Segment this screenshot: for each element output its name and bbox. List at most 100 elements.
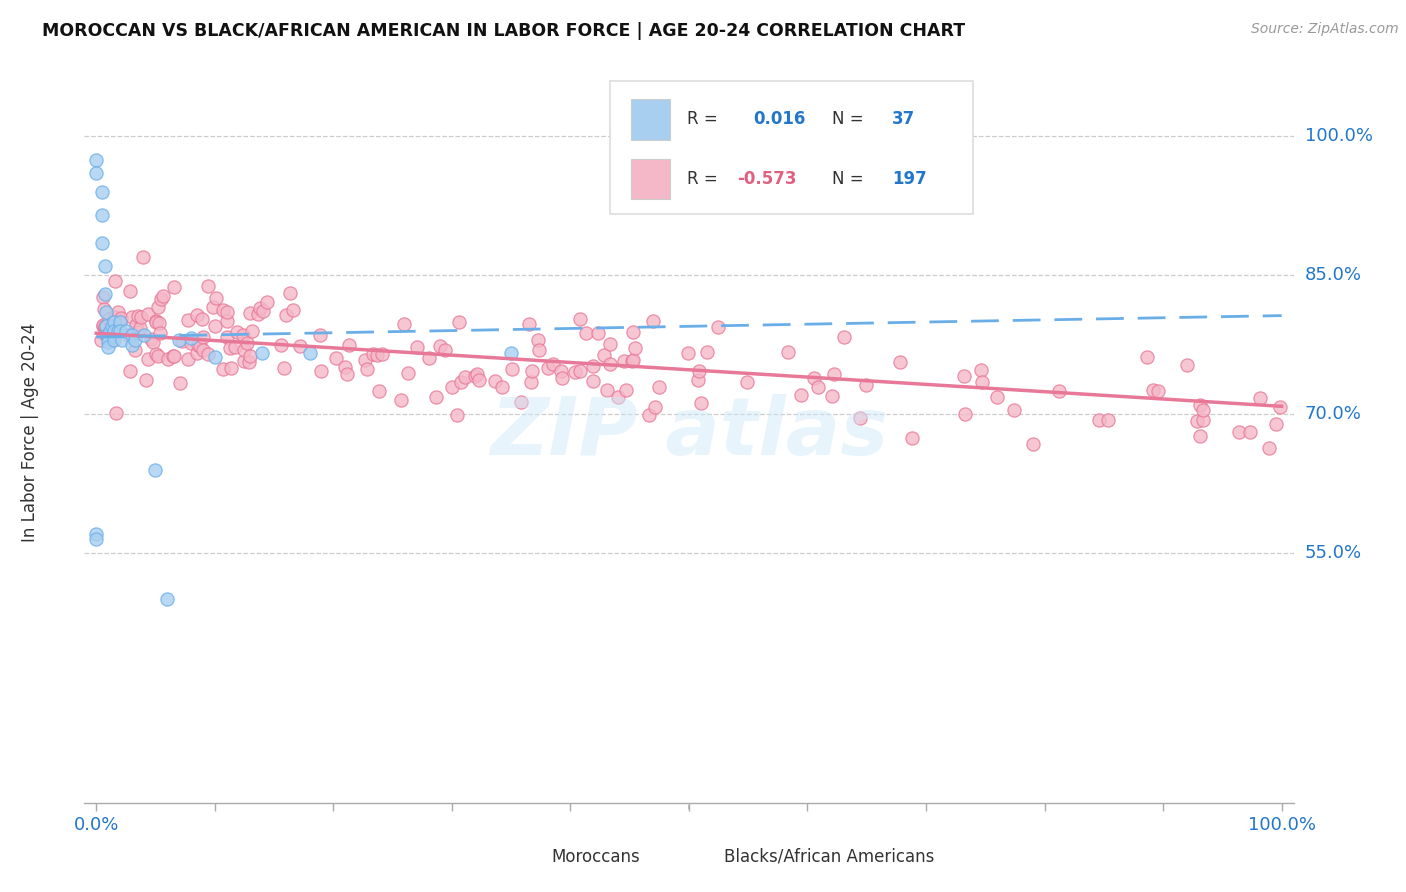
Point bbox=[97, 334, 120, 349]
Point bbox=[1268, 400, 1291, 414]
Point bbox=[1265, 417, 1288, 431]
Point bbox=[256, 294, 278, 309]
Point bbox=[582, 375, 605, 389]
Point bbox=[520, 375, 543, 389]
Point bbox=[337, 337, 360, 351]
Point bbox=[689, 396, 711, 410]
Point bbox=[406, 340, 429, 354]
Text: 197: 197 bbox=[891, 169, 927, 187]
Point bbox=[849, 410, 872, 425]
Point bbox=[484, 374, 506, 388]
Point bbox=[429, 338, 451, 352]
Point bbox=[1088, 412, 1111, 426]
Point bbox=[219, 341, 242, 355]
Point bbox=[391, 392, 413, 407]
Point bbox=[688, 363, 710, 377]
Point bbox=[467, 373, 489, 387]
Point bbox=[215, 314, 238, 328]
Point bbox=[157, 351, 180, 366]
Point bbox=[273, 361, 295, 376]
Point bbox=[162, 349, 184, 363]
Point bbox=[91, 319, 114, 334]
Point bbox=[191, 312, 214, 326]
Point bbox=[97, 312, 120, 326]
Point bbox=[124, 333, 146, 347]
Point bbox=[104, 310, 127, 324]
Point bbox=[624, 341, 647, 355]
Point bbox=[139, 332, 162, 346]
Point bbox=[396, 366, 419, 380]
FancyBboxPatch shape bbox=[685, 836, 716, 866]
Text: -0.573: -0.573 bbox=[737, 169, 797, 187]
Point bbox=[84, 527, 107, 541]
Point bbox=[202, 301, 225, 315]
Point bbox=[163, 280, 186, 294]
Point bbox=[176, 313, 198, 327]
Point bbox=[107, 324, 129, 338]
Point bbox=[281, 303, 304, 318]
Point bbox=[855, 378, 877, 392]
Point bbox=[1047, 384, 1070, 399]
Point bbox=[115, 324, 138, 338]
Point bbox=[177, 352, 200, 367]
Point bbox=[1239, 425, 1261, 439]
Point bbox=[188, 339, 211, 353]
Point bbox=[240, 324, 263, 338]
Point bbox=[100, 334, 122, 348]
Point bbox=[441, 380, 464, 394]
Point bbox=[93, 286, 115, 301]
Point bbox=[145, 314, 167, 328]
Point bbox=[110, 311, 132, 326]
Point bbox=[901, 431, 924, 445]
Point bbox=[91, 235, 114, 250]
Text: R =: R = bbox=[686, 111, 723, 128]
Point bbox=[593, 348, 616, 362]
Point bbox=[491, 379, 513, 393]
Point bbox=[392, 318, 415, 332]
Text: In Labor Force | Age 20-24: In Labor Force | Age 20-24 bbox=[21, 323, 39, 542]
Point bbox=[1022, 437, 1045, 451]
Point bbox=[621, 353, 644, 368]
Point bbox=[91, 290, 114, 304]
Text: ZIP atlas: ZIP atlas bbox=[489, 393, 889, 472]
Point bbox=[1227, 425, 1250, 440]
Text: 70.0%: 70.0% bbox=[1305, 405, 1361, 423]
Point bbox=[599, 337, 621, 351]
Point bbox=[454, 370, 477, 384]
Point bbox=[834, 330, 856, 344]
Point bbox=[1002, 402, 1025, 417]
Point bbox=[278, 285, 301, 300]
Point bbox=[149, 326, 172, 340]
Point bbox=[335, 360, 357, 375]
Point bbox=[121, 310, 143, 324]
Point bbox=[211, 303, 233, 318]
Point bbox=[820, 389, 842, 403]
Point bbox=[596, 383, 619, 397]
Point bbox=[569, 312, 592, 326]
Point bbox=[122, 326, 145, 340]
Text: N =: N = bbox=[831, 111, 869, 128]
Text: Moroccans: Moroccans bbox=[551, 848, 641, 866]
Point bbox=[696, 345, 718, 359]
Point bbox=[125, 318, 148, 333]
FancyBboxPatch shape bbox=[647, 836, 676, 866]
Text: Blacks/African Americans: Blacks/African Americans bbox=[724, 848, 935, 866]
Point bbox=[197, 279, 219, 293]
Point bbox=[1097, 413, 1119, 427]
Point bbox=[447, 315, 470, 329]
Point bbox=[219, 360, 242, 375]
Point bbox=[501, 346, 523, 360]
Point bbox=[94, 319, 117, 334]
Point bbox=[270, 338, 292, 352]
Point bbox=[84, 532, 107, 546]
Point bbox=[104, 274, 127, 288]
Point bbox=[551, 371, 574, 385]
Point bbox=[103, 324, 125, 338]
Text: R =: R = bbox=[686, 169, 723, 187]
Point bbox=[298, 346, 321, 360]
Text: N =: N = bbox=[831, 169, 869, 187]
Point bbox=[529, 343, 551, 357]
Point bbox=[91, 208, 114, 222]
Point bbox=[522, 364, 544, 378]
Point bbox=[823, 367, 845, 381]
